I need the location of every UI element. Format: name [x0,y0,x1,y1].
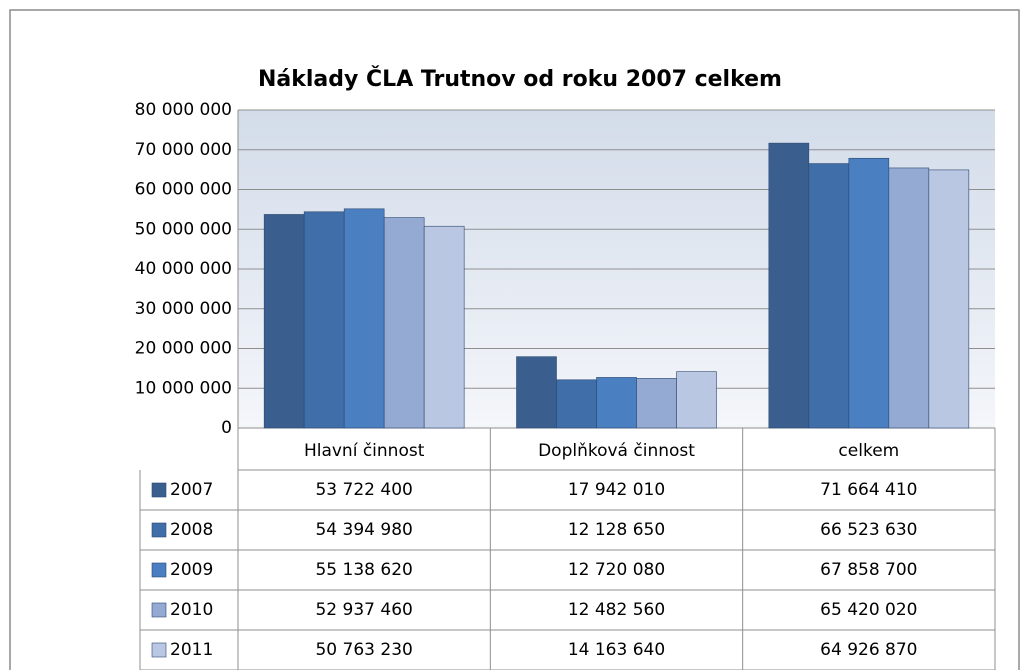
y-tick-label: 30 000 000 [135,299,232,319]
y-tick-label: 20 000 000 [135,339,232,359]
y-tick-label: 60 000 000 [135,180,232,200]
data-label: 66 523 630 [820,520,917,540]
y-tick-label: 40 000 000 [135,259,232,279]
legend-label: 2007 [170,480,213,500]
data-label: 50 763 230 [315,640,412,660]
bar [383,217,425,429]
bar [263,214,305,429]
x-tick-label: celkem [838,441,899,461]
bar [928,169,970,429]
y-tick-label: 10 000 000 [135,378,232,398]
data-label: 67 858 700 [820,560,917,580]
legend-key [151,482,167,498]
bar [676,371,717,429]
data-label: 53 722 400 [315,480,412,500]
legend-label: 2009 [170,560,213,580]
bar [888,167,930,429]
legend-label: 2010 [170,600,213,620]
legend-label: 2008 [170,520,213,540]
legend-key [151,562,167,578]
bar [343,208,385,429]
x-tick-label: Hlavní činnost [304,441,425,461]
data-label: 55 138 620 [315,560,412,580]
data-label: 71 664 410 [820,480,917,500]
legend-key [151,602,167,618]
bar [556,379,597,429]
y-tick-label: 0 [221,418,232,438]
data-label: 12 482 560 [568,600,665,620]
data-label: 12 128 650 [568,520,665,540]
chart-title: Náklady ČLA Trutnov od roku 2007 celkem [258,66,782,92]
y-tick-label: 50 000 000 [135,219,232,239]
bar [768,142,810,429]
data-label: 54 394 980 [315,520,412,540]
data-label: 14 163 640 [568,640,665,660]
bar [423,225,465,429]
bar [636,378,677,429]
bar [848,157,890,429]
y-tick-label: 80 000 000 [135,100,232,120]
bar [303,211,345,429]
legend-key [151,642,167,658]
bar [596,377,637,429]
bar [516,356,557,429]
x-tick-label: Doplňková činnost [538,441,695,461]
y-tick-label: 70 000 000 [135,140,232,160]
bar [808,163,850,429]
data-label: 12 720 080 [568,560,665,580]
data-label: 64 926 870 [820,640,917,660]
legend-key [151,522,167,538]
data-label: 65 420 020 [820,600,917,620]
data-label: 17 942 010 [568,480,665,500]
legend-label: 2011 [170,640,213,660]
data-label: 52 937 460 [315,600,412,620]
